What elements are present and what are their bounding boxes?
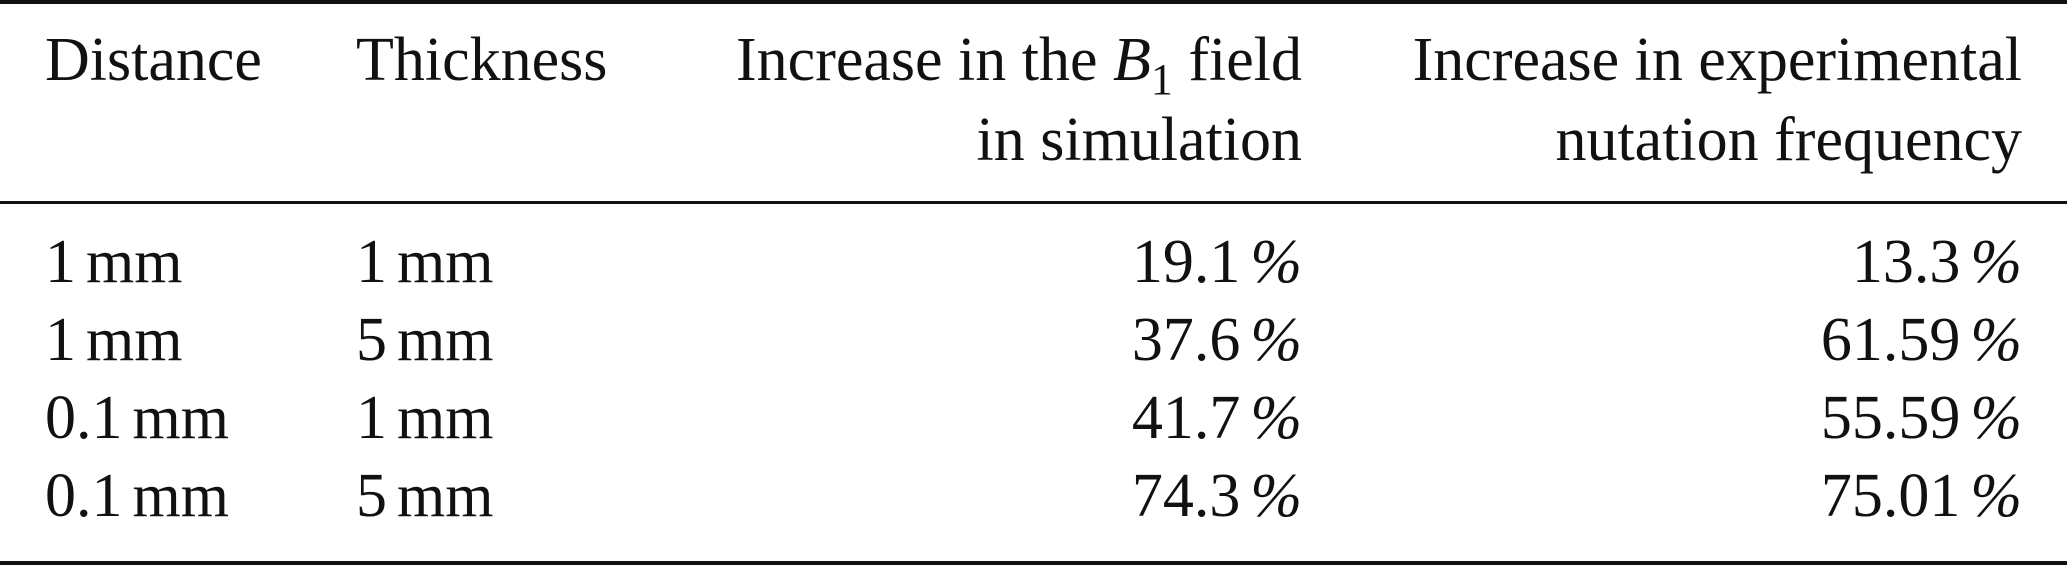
cell-simulation: 37.6% [680, 300, 1302, 380]
thickness-value: 1 [356, 384, 387, 452]
cell-thickness: 5 mm [356, 300, 686, 380]
b1-symbol: B1 [1113, 26, 1173, 104]
cell-simulation: 74.3% [680, 456, 1302, 536]
thickness-unit: mm [397, 384, 494, 452]
header-distance: Distance [45, 26, 262, 94]
percent-sign: % [1250, 228, 1302, 296]
cell-thickness: 1 mm [356, 222, 686, 302]
cell-simulation: 41.7% [680, 378, 1302, 458]
cell-distance: 1 mm [45, 222, 345, 302]
percent-sign: % [1250, 384, 1302, 452]
cell-thickness: 5 mm [356, 456, 686, 536]
sim-value: 37.6 [1131, 306, 1241, 374]
cell-experimental: 55.59% [1320, 378, 2022, 458]
sim-value: 74.3 [1131, 462, 1241, 530]
thickness-unit: mm [397, 306, 494, 374]
exp-value: 75.01 [1820, 462, 1961, 530]
b-subscript: 1 [1150, 55, 1173, 104]
header-sim-suffix: field [1188, 26, 1302, 94]
thickness-value: 5 [356, 306, 387, 374]
percent-sign: % [1970, 384, 2022, 452]
header-experimental-line1: Increase in experimental [1412, 26, 2022, 94]
header-sim-prefix: Increase in the [736, 26, 1098, 94]
percent-sign: % [1250, 306, 1302, 374]
header-simulation-line1: Increase in the B1 field [680, 20, 1302, 106]
exp-value: 61.59 [1820, 306, 1961, 374]
cell-distance: 0.1 mm [45, 378, 345, 458]
header-simulation-line2: in simulation [976, 106, 1303, 174]
exp-value: 55.59 [1820, 384, 1961, 452]
top-rule [0, 0, 2067, 4]
cell-simulation: 19.1% [680, 222, 1302, 302]
sim-value: 19.1 [1131, 228, 1241, 296]
bottom-rule [0, 561, 2067, 565]
distance-unit: mm [86, 306, 183, 374]
sim-value: 41.7 [1131, 384, 1241, 452]
cell-experimental: 13.3% [1320, 222, 2022, 302]
percent-sign: % [1970, 462, 2022, 530]
distance-value: 0.1 [45, 384, 123, 452]
cell-distance: 0.1 mm [45, 456, 345, 536]
thickness-unit: mm [397, 228, 494, 296]
b-symbol: B [1113, 26, 1151, 94]
header-thickness: Thickness [356, 26, 608, 94]
thickness-value: 1 [356, 228, 387, 296]
distance-unit: mm [86, 228, 183, 296]
distance-value: 1 [45, 306, 76, 374]
cell-thickness: 1 mm [356, 378, 686, 458]
percent-sign: % [1970, 306, 2022, 374]
percent-sign: % [1970, 228, 2022, 296]
header-rule [0, 201, 2067, 204]
percent-sign: % [1250, 462, 1302, 530]
cell-distance: 1 mm [45, 300, 345, 380]
cell-experimental: 75.01% [1320, 456, 2022, 536]
exp-value: 13.3 [1851, 228, 1961, 296]
distance-value: 1 [45, 228, 76, 296]
distance-unit: mm [132, 462, 229, 530]
thickness-unit: mm [397, 462, 494, 530]
distance-unit: mm [132, 384, 229, 452]
cell-experimental: 61.59% [1320, 300, 2022, 380]
header-experimental-line2: nutation frequency [1555, 106, 2022, 174]
distance-value: 0.1 [45, 462, 123, 530]
thickness-value: 5 [356, 462, 387, 530]
